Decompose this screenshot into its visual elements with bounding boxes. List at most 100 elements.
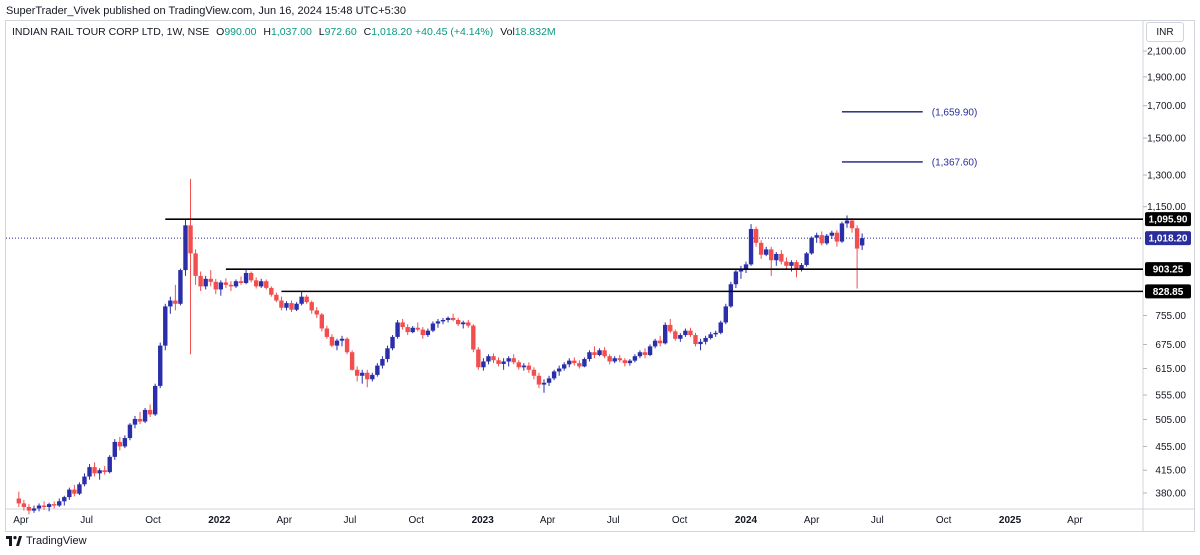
candle-up (445, 317, 451, 320)
candle-up (152, 385, 158, 415)
candle-up (481, 361, 486, 368)
footer-brand-text: TradingView (26, 535, 87, 547)
candle-up (127, 424, 133, 439)
candle-up (809, 237, 814, 254)
candle-up (57, 501, 62, 506)
low-label: L (318, 26, 325, 38)
candle-down (354, 369, 360, 376)
candle-down (304, 296, 309, 303)
volume-label: Vol (500, 26, 515, 38)
candle-up (142, 409, 148, 422)
candle-up (390, 336, 395, 349)
change-value: +40.45 (+4.14%) (415, 26, 494, 38)
candle-up (203, 278, 208, 287)
candle-down (193, 253, 198, 276)
candle-down (854, 228, 860, 249)
candle-down (213, 281, 218, 290)
x-tick-label: 2024 (735, 515, 758, 526)
candle-up (163, 306, 168, 346)
candle-up (627, 360, 633, 364)
candle-down (617, 358, 622, 361)
candle-down (309, 302, 314, 311)
candle-down (51, 504, 57, 506)
candle-down (642, 352, 648, 356)
candle-up (597, 350, 602, 356)
candle-up (718, 322, 723, 333)
candle-up (375, 365, 380, 375)
candle-up (425, 330, 431, 336)
candle-up (294, 303, 299, 310)
open-value: 990.00 (224, 26, 257, 38)
candle-down (137, 418, 143, 422)
candle-up (814, 235, 819, 238)
chart-frame[interactable] (5, 20, 1195, 532)
candle-up (31, 508, 37, 511)
candle-up (334, 340, 340, 346)
candle-down (405, 327, 410, 333)
candle-down (531, 369, 537, 376)
candle-up (703, 338, 708, 342)
candle-up (360, 372, 365, 376)
x-tick-label: Jul (871, 515, 884, 526)
candle-down (450, 317, 456, 320)
candle-up (122, 438, 128, 447)
candle-up (612, 358, 617, 362)
candle-down (92, 467, 97, 474)
footer-branding[interactable]: TradingView (6, 535, 87, 547)
open-label: O (216, 26, 225, 38)
candle-down (622, 360, 628, 364)
candle-up (112, 441, 117, 457)
candle-down (248, 272, 254, 281)
candle-down (779, 253, 784, 262)
candle-up (678, 335, 683, 339)
candle-down (753, 228, 759, 243)
candle-up (435, 321, 441, 324)
x-tick-label: Apr (804, 515, 820, 526)
last-price-tag (1145, 231, 1191, 246)
candle-down (400, 322, 405, 328)
candle-down (344, 338, 350, 353)
candle-up (486, 356, 491, 362)
close-label: C (363, 26, 372, 38)
x-tick-label: Oct (409, 515, 425, 526)
close-value: 1,018.20 (371, 26, 413, 38)
x-tick-label: Apr (540, 515, 556, 526)
candle-down (223, 282, 229, 285)
candle-up (774, 253, 779, 261)
candle-down (289, 303, 294, 310)
level-price-tag-label: 1,095.90 (1149, 215, 1188, 226)
y-tick-label: 2,100.00 (1147, 47, 1186, 58)
y-tick-label: 1,300.00 (1147, 171, 1186, 182)
candle-down (253, 280, 259, 287)
candle-up (77, 484, 82, 494)
candle-down (365, 372, 370, 380)
candle-down (117, 441, 123, 447)
candle-down (491, 356, 496, 361)
candle-down (602, 350, 607, 357)
candle-down (476, 349, 481, 368)
candle-down (819, 235, 824, 244)
candle-up (506, 358, 511, 362)
candle-up (132, 418, 138, 425)
candle-up (652, 340, 658, 347)
candle-up (587, 352, 592, 360)
candle-down (455, 319, 461, 325)
candle-up (632, 356, 638, 361)
projection-label: (1,659.90) (932, 107, 978, 118)
candle-down (198, 275, 203, 287)
candle-down (496, 360, 501, 364)
high-value: 1,037.00 (270, 26, 312, 38)
y-tick-label: 1,900.00 (1147, 72, 1186, 83)
candle-down (572, 360, 577, 364)
symbol-title: INDIAN RAIL TOUR CORP LTD, 1W, NSE (12, 26, 210, 38)
y-tick-label: 1,700.00 (1147, 101, 1186, 112)
candle-down (688, 330, 693, 336)
currency-selector[interactable]: INR (1146, 22, 1184, 42)
candle-down (41, 505, 47, 507)
candle-up (748, 228, 754, 265)
candle-up (541, 382, 547, 385)
candle-down (26, 506, 32, 511)
candle-up (708, 334, 713, 339)
candle-up (738, 268, 744, 272)
